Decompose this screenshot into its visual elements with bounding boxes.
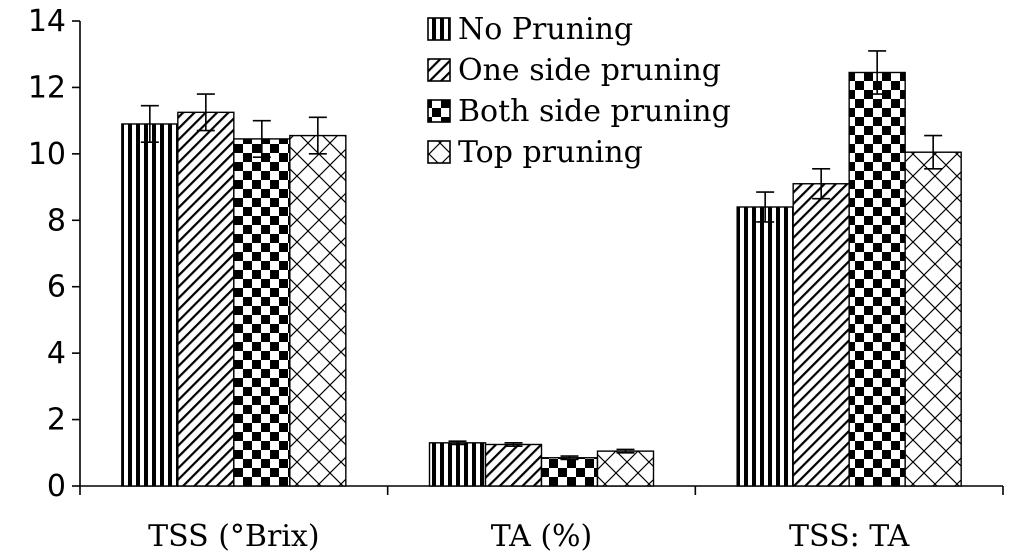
- bar: [484, 443, 543, 487]
- legend-swatch: [427, 58, 451, 82]
- y-tick-label: 0: [47, 469, 66, 504]
- y-tick-label: 6: [47, 270, 66, 305]
- x-category-label: TSS: TA: [789, 519, 910, 554]
- y-tick-label: 8: [47, 203, 66, 238]
- bar: [428, 442, 487, 487]
- y-tick-label: 10: [28, 137, 66, 172]
- bar: [736, 206, 794, 487]
- legend-swatch: [427, 99, 451, 123]
- legend-label: One side pruning: [458, 53, 721, 88]
- bars-layer: [121, 50, 962, 487]
- bar: [540, 457, 599, 487]
- legend-label: Both side pruning: [458, 94, 731, 129]
- labels-layer: 0 2 4 6 8 10 12 14 TSS (°Brix) TA (%) TSS: TA: [28, 4, 910, 554]
- bar: [177, 111, 235, 487]
- bar: [904, 151, 962, 487]
- y-tick-label: 14: [28, 4, 66, 39]
- bar: [848, 71, 906, 487]
- y-tick-label: 2: [47, 403, 66, 438]
- bar: [596, 450, 655, 487]
- x-category-label: TSS (°Brix): [148, 519, 319, 554]
- bar: [289, 134, 347, 487]
- legend-swatch: [427, 140, 451, 164]
- legend-label: No Pruning: [458, 12, 633, 47]
- x-category-label: TA (%): [491, 519, 592, 554]
- y-tick-label: 4: [47, 336, 66, 371]
- bar: [121, 123, 179, 487]
- bar: [233, 138, 291, 487]
- legend-label: Top pruning: [458, 135, 643, 170]
- y-tick-label: 12: [28, 70, 66, 105]
- legend: No Pruning One side pruning Both side prun…: [427, 12, 731, 170]
- legend-swatch: [427, 17, 451, 41]
- bar: [792, 183, 850, 487]
